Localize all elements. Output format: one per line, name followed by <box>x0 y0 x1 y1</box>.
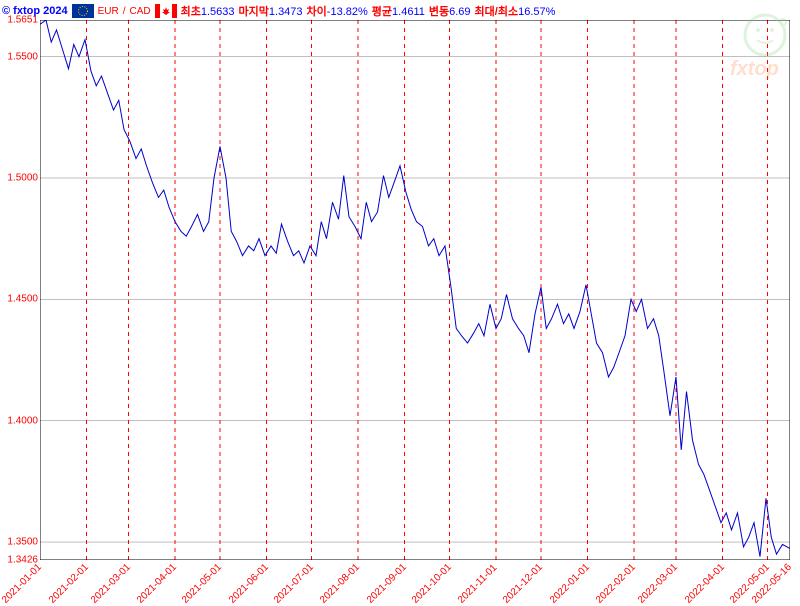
x-tick-label: 2021-06-01 <box>227 562 271 606</box>
y-tick-label: 1.5500 <box>7 51 38 62</box>
x-tick-label: 2021-03-01 <box>89 562 133 606</box>
x-tick-label: 2021-12-01 <box>501 562 545 606</box>
x-tick-label: 2022-04-01 <box>683 562 727 606</box>
x-tick-label: 2022-03-01 <box>636 562 680 606</box>
x-tick-label: 2021-04-01 <box>135 562 179 606</box>
x-tick-label: 2021-11-01 <box>456 562 499 605</box>
stat-2: 차이-13.82% <box>307 3 368 19</box>
stat-1: 마지막1.3473 <box>239 3 303 19</box>
chart-header: © fxtop 2024 EUR / CAD 최초1.5633 마지막1.347… <box>2 2 798 20</box>
y-tick-label: 1.4500 <box>7 294 38 305</box>
canada-flag-icon <box>155 4 177 18</box>
copyright-text: © fxtop 2024 <box>2 5 68 17</box>
x-tick-label: 2021-01-01 <box>0 562 44 606</box>
stat-0: 최초1.5633 <box>181 3 235 19</box>
y-axis-labels: 1.56511.55001.50001.45001.40001.35001.34… <box>0 20 40 560</box>
x-tick-label: 2022-02-01 <box>594 562 638 606</box>
x-tick-label: 2021-07-01 <box>272 562 316 606</box>
y-tick-label: 1.3500 <box>7 537 38 548</box>
y-tick-label: 1.5000 <box>7 172 38 183</box>
chart-plot-area <box>40 20 790 560</box>
eu-flag-icon <box>72 4 94 18</box>
x-tick-label: 2021-09-01 <box>365 562 409 606</box>
x-tick-label: 2022-01-01 <box>548 562 592 606</box>
pair-separator: / <box>123 6 126 17</box>
quote-currency: CAD <box>129 6 150 17</box>
x-tick-label: 2021-02-01 <box>47 562 91 606</box>
svg-text:fxtop: fxtop <box>730 58 779 80</box>
watermark-logo-icon: fxtop <box>715 10 795 95</box>
stat-3: 평균1.4611 <box>372 3 425 19</box>
base-currency: EUR <box>98 6 119 17</box>
x-tick-label: 2021-08-01 <box>318 562 362 606</box>
stat-5: 최대/최소16.57% <box>475 3 556 19</box>
y-tick-label: 1.4000 <box>7 415 38 426</box>
x-tick-label: 2021-10-01 <box>410 562 454 606</box>
x-axis-labels: 2021-01-012021-02-012021-03-012021-04-01… <box>40 560 790 600</box>
x-tick-label: 2021-05-01 <box>180 562 224 606</box>
stat-4: 변동6.69 <box>429 3 471 19</box>
